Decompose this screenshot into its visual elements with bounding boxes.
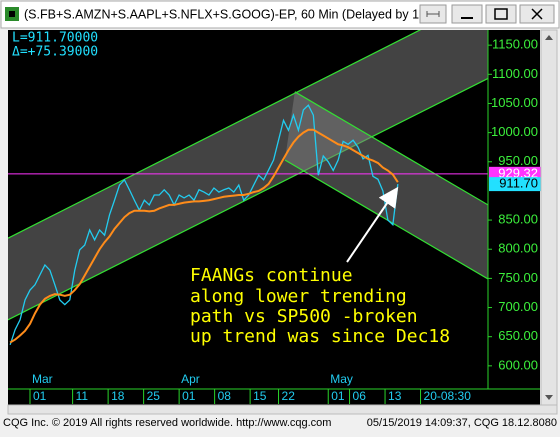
x-tick-label: 01 [182,389,196,403]
x-tick-label: 18 [111,389,125,403]
x-tick-label: 13 [388,389,402,403]
horizontal-scrollbar[interactable] [7,404,558,415]
close-icon [531,8,543,20]
x-tick-label: 08 [218,389,232,403]
channel-line [8,30,422,239]
y-tick-label: 600.00 [498,357,538,372]
price-tag-label: 911.70 [499,176,538,191]
axes: 1150.00 1100.00 1050.00 1000.00 950.00 850.00… [29,37,541,404]
moving-average-line [9,128,399,344]
x-tick-label: 01 [33,389,47,403]
month-label: Apr [181,372,200,386]
readout-last: L=911.70000 [12,31,98,46]
annotation-line: along lower trending [190,286,407,307]
x-tick-label: 06 [353,389,367,403]
y-tick-label: 1150.00 [492,37,538,52]
readout-change: Δ=+75.39000 [12,45,98,60]
annotation-line: up trend was since Dec18 [190,326,450,347]
footer-timestamp: 05/15/2019 14:09:37, CQG 18.12.8080 [367,417,557,429]
channel-line [284,159,488,280]
channel-line [294,91,488,206]
y-tick-label: 700.00 [498,299,538,314]
vertical-scrollbar[interactable] [540,29,558,406]
channel-band [8,30,488,320]
y-tick-label: 800.00 [498,241,538,256]
window-title: (S.FB+S.AMZN+S.AAPL+S.NFLX+S.GOOG)-EP, 6… [24,7,440,21]
price-tag [489,177,541,192]
y-tick-label: 750.00 [498,270,538,285]
price-tag-label: 929.32 [498,165,538,180]
channel-band [284,91,488,279]
x-tick-label: 11 [76,389,89,403]
x-tick-label: 01 [331,389,345,403]
x-tick-label: 15 [253,389,267,403]
y-tick-label: 1050.00 [491,95,538,110]
price-line [9,104,399,346]
annotation-arrow [346,186,399,263]
y-tick-label: 950.00 [498,153,538,168]
annotation-line: FAANGs continue [190,265,353,286]
month-label: Mar [32,372,53,386]
channel-line [8,77,488,321]
app-icon-inner [9,11,15,17]
footer-copyright: CQG Inc. © 2019 All rights reserved worl… [3,417,331,429]
y-tick-label: 1100.00 [492,66,538,81]
y-tick-label: 850.00 [498,212,538,227]
y-tick-label: 650.00 [498,328,538,343]
plot-area [8,30,488,346]
maximize-button[interactable] [485,4,517,24]
month-label: May [330,372,353,386]
maximize-icon [494,8,508,20]
minimize-button[interactable] [451,4,483,24]
x-tick-label: 20-08:30 [424,389,472,403]
y-tick-label: 1000.00 [491,124,538,139]
link-icon [426,11,440,17]
annotation-line: path vs SP500 -broken [190,306,418,327]
x-tick-label: 25 [147,389,161,403]
x-tick-label: 22 [282,389,296,403]
